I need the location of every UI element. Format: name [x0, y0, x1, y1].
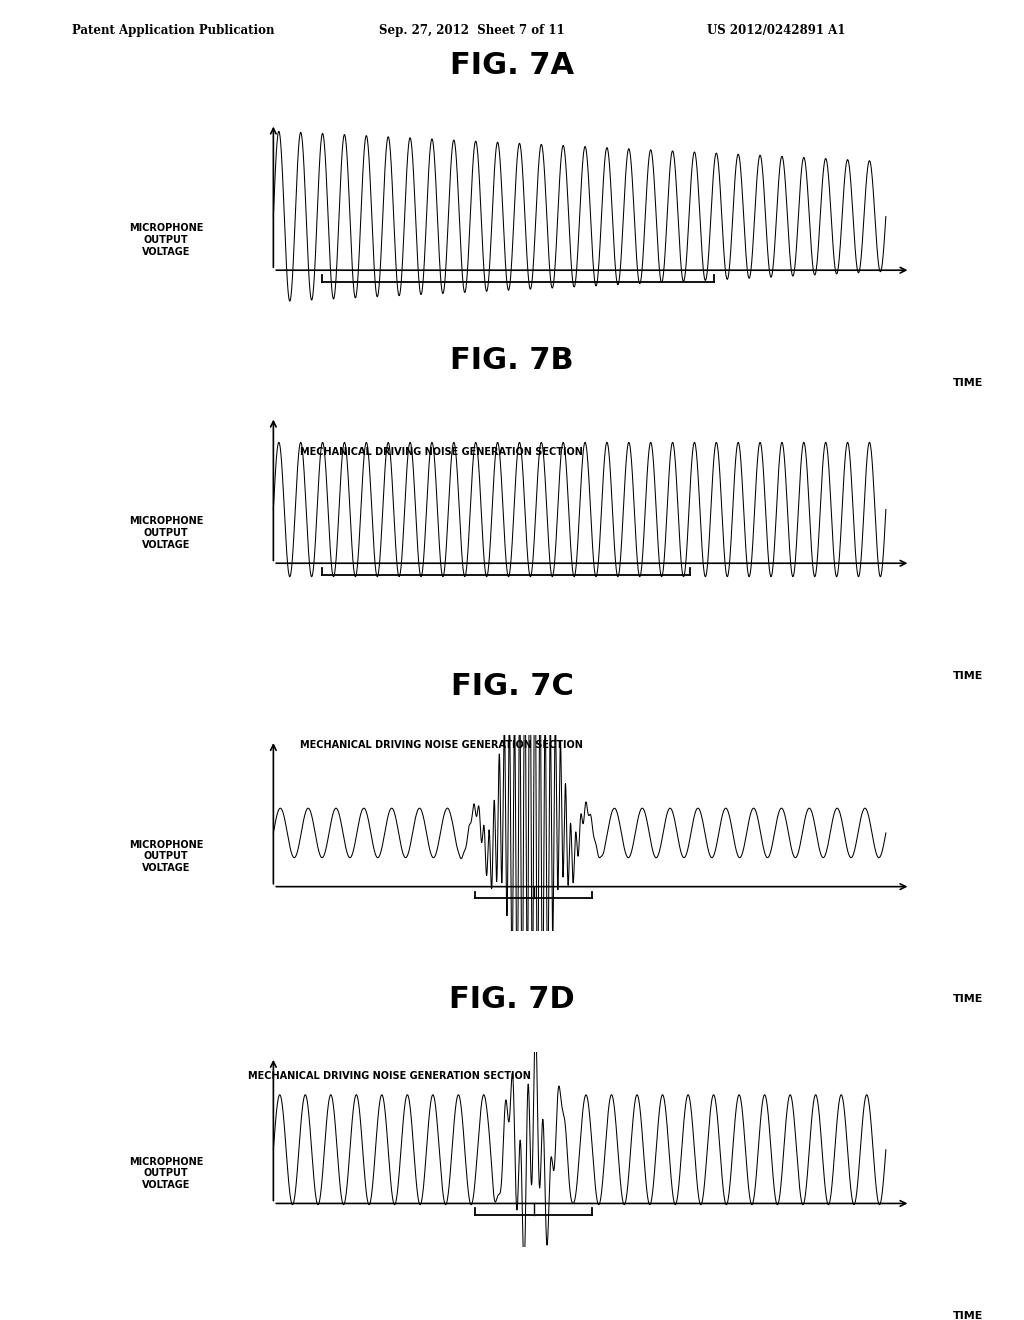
Text: MICROPHONE
OUTPUT
VOLTAGE: MICROPHONE OUTPUT VOLTAGE	[129, 516, 204, 549]
Text: Patent Application Publication: Patent Application Publication	[72, 24, 274, 37]
Text: FIG. 7D: FIG. 7D	[450, 985, 574, 1014]
Text: TIME: TIME	[952, 994, 983, 1005]
Text: FIG. 7B: FIG. 7B	[451, 346, 573, 375]
Text: MECHANICAL DRIVING NOISE GENERATION SECTION: MECHANICAL DRIVING NOISE GENERATION SECT…	[248, 1072, 530, 1081]
Text: FIG. 7A: FIG. 7A	[450, 51, 574, 81]
Text: MICROPHONE
OUTPUT
VOLTAGE: MICROPHONE OUTPUT VOLTAGE	[129, 223, 204, 256]
Text: TIME: TIME	[952, 1311, 983, 1320]
Text: TIME: TIME	[952, 671, 983, 681]
Text: MICROPHONE
OUTPUT
VOLTAGE: MICROPHONE OUTPUT VOLTAGE	[129, 840, 204, 873]
Text: FIG. 7C: FIG. 7C	[451, 672, 573, 701]
Text: MICROPHONE
OUTPUT
VOLTAGE: MICROPHONE OUTPUT VOLTAGE	[129, 1156, 204, 1189]
Text: Sep. 27, 2012  Sheet 7 of 11: Sep. 27, 2012 Sheet 7 of 11	[379, 24, 564, 37]
Text: MECHANICAL DRIVING NOISE GENERATION SECTION: MECHANICAL DRIVING NOISE GENERATION SECT…	[300, 447, 584, 457]
Text: TIME: TIME	[952, 378, 983, 388]
Text: MECHANICAL DRIVING NOISE GENERATION SECTION: MECHANICAL DRIVING NOISE GENERATION SECT…	[300, 741, 584, 750]
Text: US 2012/0242891 A1: US 2012/0242891 A1	[707, 24, 845, 37]
